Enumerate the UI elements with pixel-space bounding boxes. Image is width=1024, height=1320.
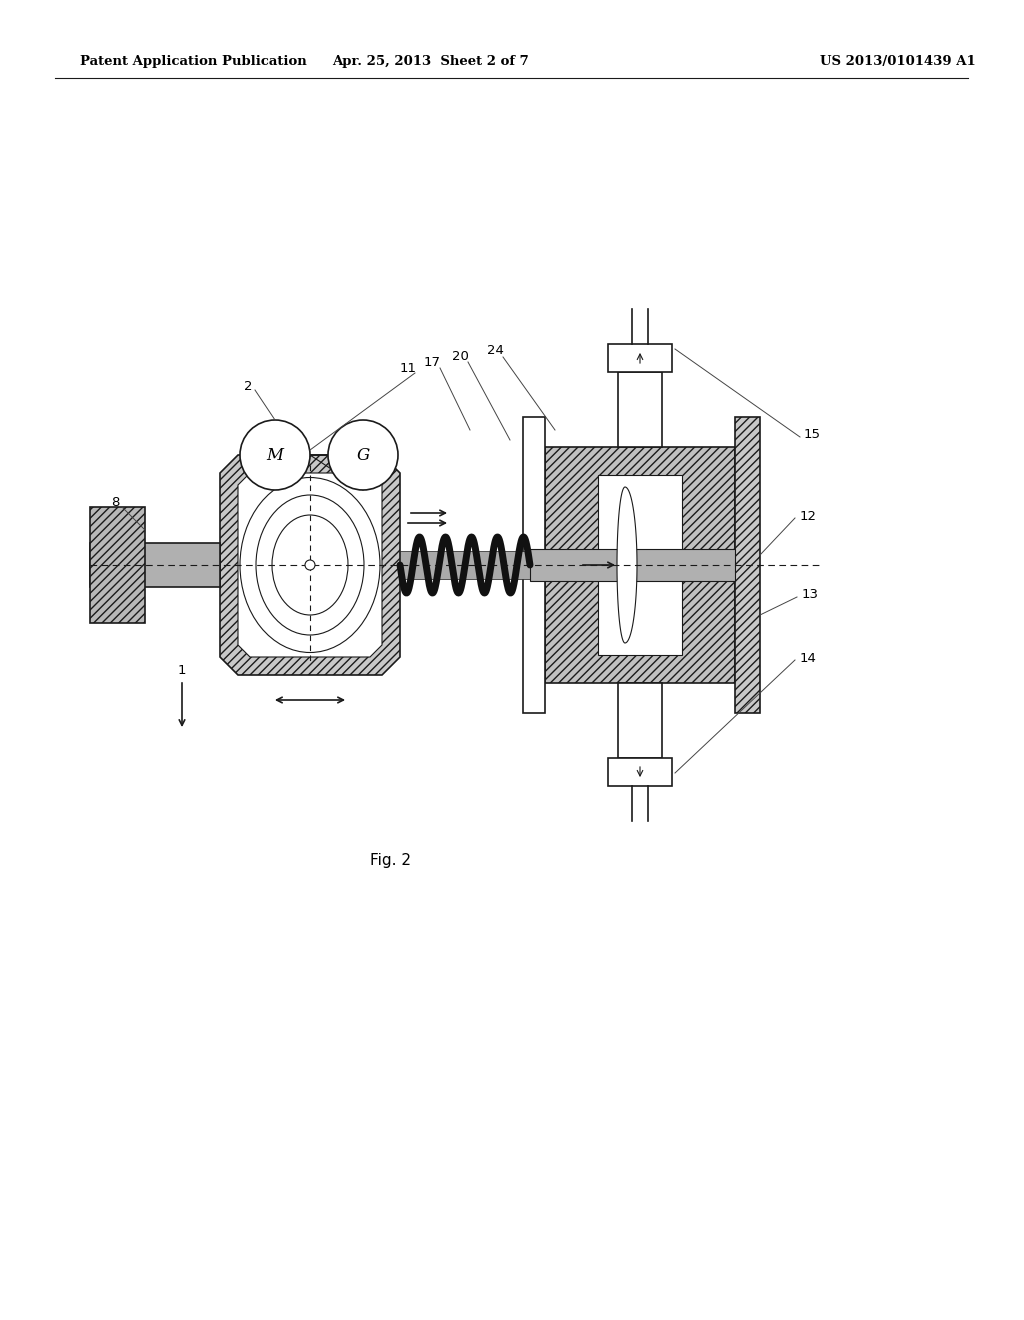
Text: US 2013/0101439 A1: US 2013/0101439 A1	[820, 55, 976, 69]
Polygon shape	[608, 758, 672, 785]
Text: 1: 1	[178, 664, 186, 676]
Text: 8: 8	[111, 496, 119, 510]
Polygon shape	[618, 682, 662, 758]
Polygon shape	[90, 543, 220, 587]
Text: Apr. 25, 2013  Sheet 2 of 7: Apr. 25, 2013 Sheet 2 of 7	[332, 55, 528, 69]
Text: 12: 12	[800, 510, 816, 523]
Polygon shape	[90, 507, 145, 623]
Text: 20: 20	[452, 350, 468, 363]
Text: 2: 2	[244, 380, 252, 393]
Text: M: M	[266, 446, 284, 463]
Ellipse shape	[256, 495, 364, 635]
Text: G: G	[356, 446, 370, 463]
Polygon shape	[617, 487, 637, 643]
Polygon shape	[545, 447, 735, 682]
Text: 24: 24	[486, 343, 504, 356]
Circle shape	[305, 560, 315, 570]
Ellipse shape	[240, 478, 380, 652]
Text: Patent Application Publication: Patent Application Publication	[80, 55, 307, 69]
Polygon shape	[618, 372, 662, 447]
Circle shape	[240, 420, 310, 490]
Polygon shape	[530, 549, 735, 581]
Polygon shape	[220, 455, 400, 675]
Text: 14: 14	[800, 652, 816, 664]
Text: 11: 11	[399, 362, 417, 375]
Polygon shape	[400, 550, 530, 579]
Circle shape	[328, 420, 398, 490]
Polygon shape	[735, 417, 760, 713]
Text: Fig. 2: Fig. 2	[370, 853, 411, 867]
Polygon shape	[523, 417, 545, 713]
Text: 15: 15	[804, 429, 820, 441]
Polygon shape	[608, 345, 672, 372]
Polygon shape	[238, 473, 382, 657]
Text: 13: 13	[802, 589, 818, 602]
Polygon shape	[598, 475, 682, 655]
Ellipse shape	[272, 515, 348, 615]
Text: 17: 17	[424, 355, 440, 368]
